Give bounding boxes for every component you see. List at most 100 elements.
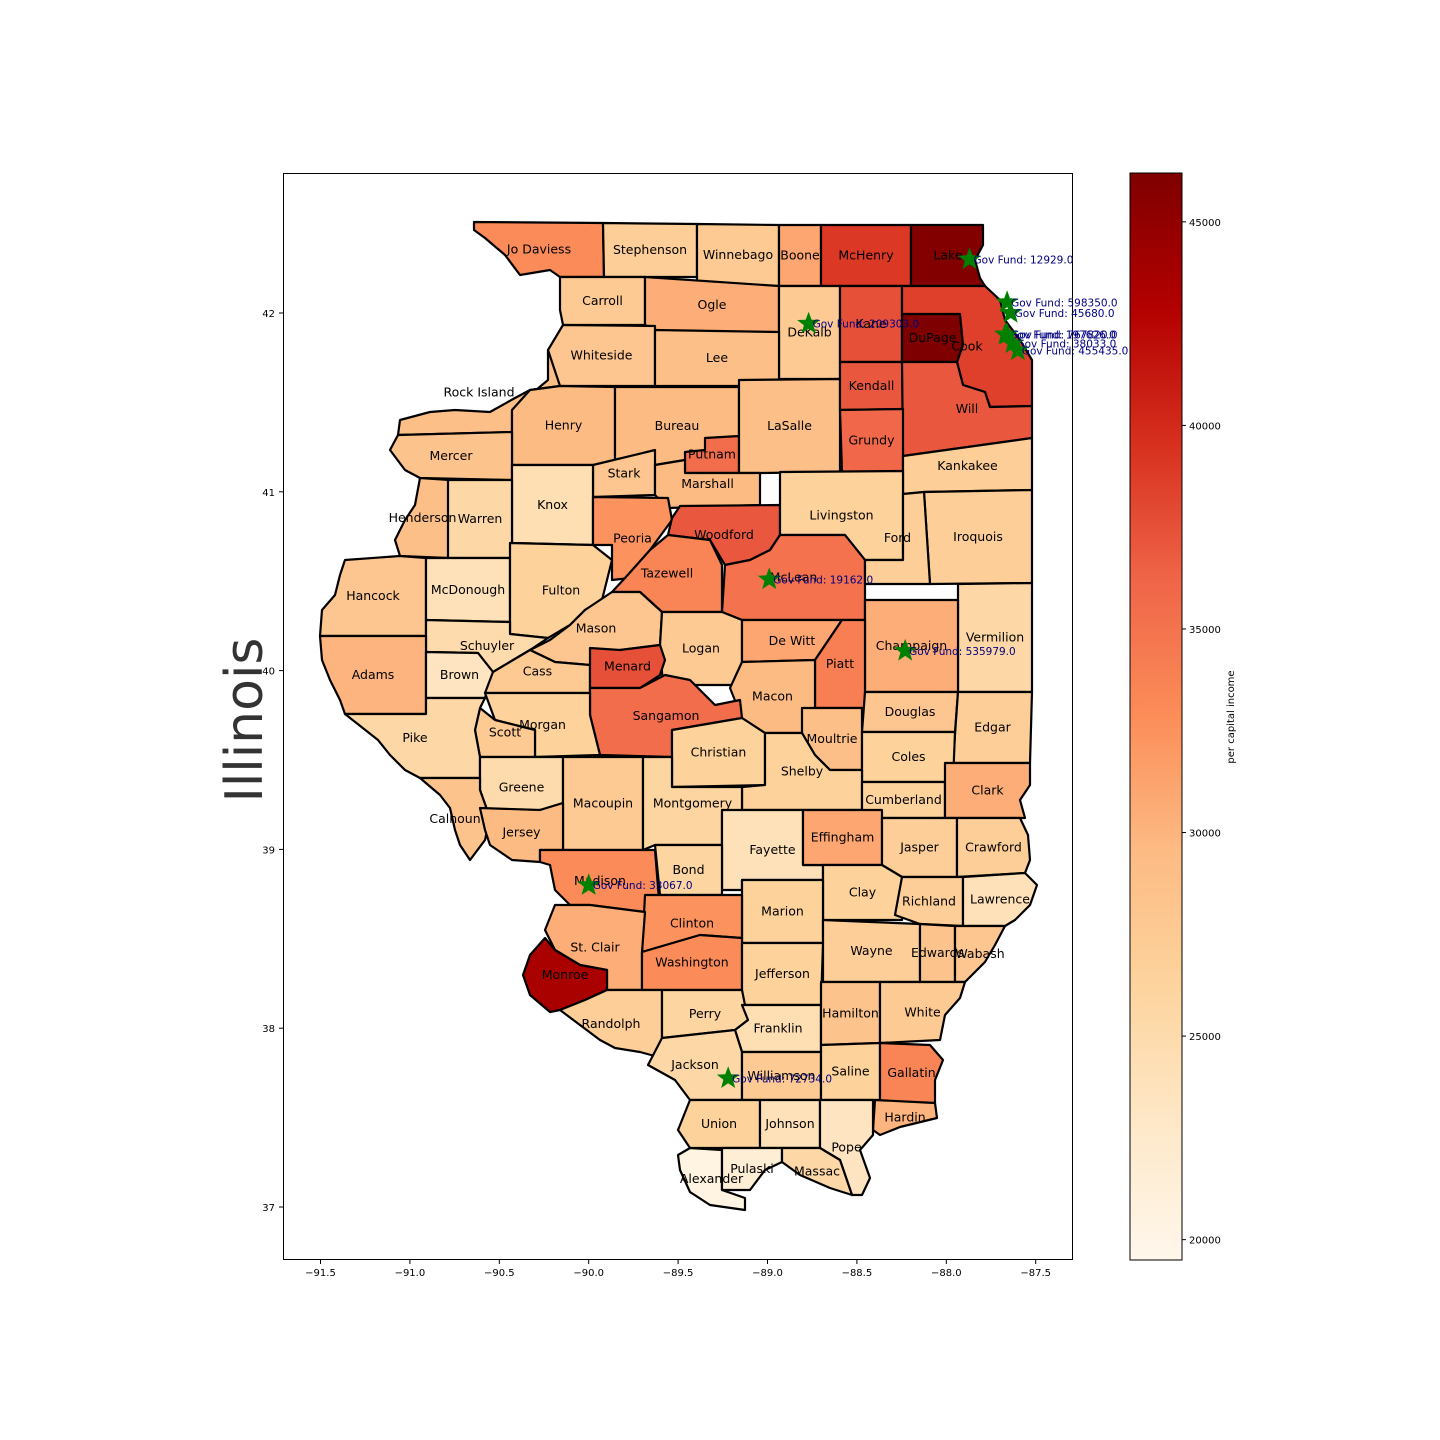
county-label-montgomery: Montgomery [653,796,733,811]
x-tick-label: −89.0 [752,1268,783,1279]
county-label-knox: Knox [537,497,568,512]
county-label-henderson: Henderson [389,510,457,525]
county-label-will: Will [956,401,979,416]
fund-label: Gov Fund: 33067.0 [593,880,693,892]
county-label-mchenry: McHenry [838,248,894,263]
county-label-franklin: Franklin [753,1021,802,1036]
x-tick-label: −87.5 [1020,1268,1051,1279]
county-label-marion: Marion [761,904,804,919]
fund-star-icon[interactable] [958,247,981,270]
county-layer [318,220,1039,1212]
x-tick-label: −91.0 [395,1268,426,1279]
county-label-kane: Kane [855,316,887,331]
fund-label: Gov Fund: 535979.0 [909,646,1016,658]
county-label-logan: Logan [682,641,720,656]
fund-label: Gov Fund: 72734.0 [732,1073,832,1085]
fund-star-icon[interactable] [1006,338,1030,361]
county-label-schuyler: Schuyler [460,638,515,653]
county-calhoun[interactable] [418,776,492,862]
colorbar-axis: 45000 40000 35000 30000 25000 20000 [1182,218,1221,1247]
fund-label: Gov Fund: 197626.0 [1009,329,1116,341]
fund-label: Gov Fund: 209303.0 [813,319,920,331]
county-label-scott: Scott [489,725,521,740]
county-label-calhoun: Calhoun [429,811,480,826]
county-label-moultrie: Moultrie [806,731,857,746]
county-label-white: White [904,1005,941,1020]
county-label-edgar: Edgar [974,720,1011,735]
county-label-woodford: Woodford [694,527,754,542]
county-label-vermilion: Vermilion [966,630,1024,645]
fund-star-icon[interactable] [995,290,1019,312]
county-label-saline: Saline [831,1064,869,1079]
county-label-hardin: Hardin [884,1110,925,1125]
fund-label: Gov Fund: 455435.0 [1022,346,1129,358]
county-label-pope: Pope [831,1140,862,1155]
fund-label: Gov Fund: 19162.0 [773,574,873,586]
county-label-kankakee: Kankakee [937,458,998,473]
county-label-dupage: DuPage [909,330,957,345]
fund-star-icon[interactable] [757,567,781,590]
fund-star-icon[interactable] [716,1066,740,1088]
county-label-clay: Clay [849,885,877,900]
y-tick-label: 42 [262,309,275,320]
county-label-gallatin: Gallatin [887,1065,935,1080]
x-tick-label: −90.0 [573,1268,604,1279]
fund-star-icon[interactable] [893,638,917,661]
y-axis: 42 41 40 39 38 37 [262,309,283,1214]
county-label-clark: Clark [971,783,1004,798]
county-label-jo-daviess: Jo Daviess [506,242,571,257]
county-label-lake: Lake [933,248,962,263]
county-label-ogle: Ogle [698,297,727,312]
county-label-macoupin: Macoupin [573,796,633,811]
county-label-rock-island: Rock Island [443,385,514,400]
colorbar-tick-label: 45000 [1189,218,1221,229]
county-label-boone: Boone [780,248,820,263]
county-label-winnebago: Winnebago [703,247,773,262]
fund-star-icon[interactable] [797,311,820,334]
county-label-ford: Ford [884,530,911,545]
y-tick-label: 39 [262,845,275,856]
county-label-stark: Stark [608,466,642,481]
fund-star-icon[interactable] [1001,331,1024,354]
county-label-fayette: Fayette [749,842,796,857]
county-label-perry: Perry [689,1006,722,1021]
fund-star-icon[interactable] [995,322,1019,345]
county-label-coles: Coles [891,749,925,764]
colorbar-tick-label: 25000 [1189,1032,1221,1043]
axes-frame [283,173,1073,1260]
county-adams[interactable] [318,634,428,716]
y-tick-label: 38 [262,1024,275,1035]
county-label-greene: Greene [499,780,545,795]
fund-label: Gov Fund: 598350.0 [1011,297,1118,309]
county-label-hancock: Hancock [346,588,400,603]
county-label-cass: Cass [523,664,552,679]
county-randolph[interactable] [558,988,664,1060]
county-label-clinton: Clinton [670,916,714,931]
y-tick-label: 37 [262,1203,275,1214]
county-label-macon: Macon [752,689,793,704]
county-label-christian: Christian [691,745,747,760]
county-label-williamson: Williamson [748,1068,816,1083]
fund-star-icon[interactable] [577,873,601,895]
county-label-warren: Warren [458,511,503,526]
county-label-bureau: Bureau [655,418,700,433]
fund-star-icon[interactable] [999,301,1023,323]
county-ford[interactable] [863,490,932,586]
county-label-massac: Massac [794,1164,840,1179]
fund-label: Gov Fund: 38033.0 [1016,338,1116,350]
county-label-mclean: McLean [770,570,818,585]
county-label-monroe: Monroe [542,967,589,982]
x-tick-label: −91.5 [305,1268,336,1279]
county-label-champaign: Champaign [876,638,947,653]
county-label-henry: Henry [545,418,583,433]
colorbar-tick-label: 20000 [1189,1236,1221,1247]
county-label-jefferson: Jefferson [754,966,810,981]
county-massac[interactable] [780,1146,854,1197]
county-label-alexander: Alexander [680,1171,744,1186]
county-label-lee: Lee [706,350,728,365]
x-tick-label: −89.5 [663,1268,694,1279]
county-label-fulton: Fulton [542,583,580,598]
county-label-jasper: Jasper [899,840,939,855]
